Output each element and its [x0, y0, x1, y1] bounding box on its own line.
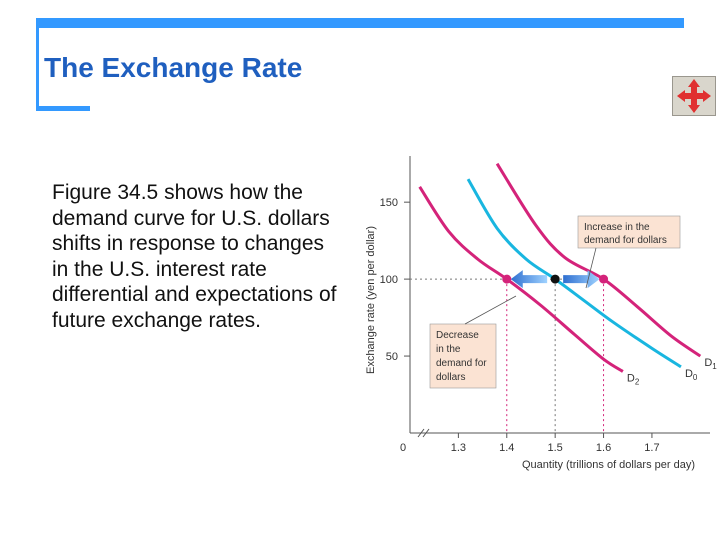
axis-break-mark: [417, 428, 430, 438]
x-tick-label: 1.5: [548, 442, 563, 454]
series-line-d2: [418, 185, 624, 373]
annotation-text-decrease: Decrease: [436, 330, 479, 341]
increase-shift-arrow: [563, 270, 600, 289]
demand-shift-chart: 50 100 150 0 1.3 1.4 1.5 1.6 1.7 D0 D1 D2 Increase i…: [340, 150, 720, 480]
series-label-d0: D0: [685, 368, 698, 382]
annotation-box-increase: [577, 215, 681, 249]
y-tick-label: 150: [380, 197, 398, 209]
title-accent-bar-top: [36, 18, 684, 28]
move-navigation-button[interactable]: [672, 76, 716, 116]
equilibrium-point-2: [599, 274, 609, 284]
y-tick-label: 100: [380, 274, 398, 286]
annotation-text-decrease: demand for: [436, 358, 487, 369]
annotation-text-decrease: dollars: [436, 372, 465, 383]
x-tick-label: 1.4: [499, 442, 514, 454]
slide-title: The Exchange Rate: [44, 52, 303, 83]
x-tick-label: 0: [400, 442, 406, 454]
x-axis-label: Quantity (trillions of dollars per day): [522, 459, 695, 471]
series-line-d0: [466, 178, 682, 369]
chart-svg: 50 100 150 0 1.3 1.4 1.5 1.6 1.7 D0 D1 D2 Increase i…: [365, 156, 717, 471]
y-axis-label: Exchange rate (yen per dollar): [365, 226, 377, 374]
annotation-text-increase: demand for dollars: [584, 235, 667, 246]
equilibrium-point-1: [550, 274, 560, 284]
annotation-text-decrease: in the: [436, 344, 461, 355]
title-accent-bar-left: [36, 18, 39, 110]
annotation-pointer-decrease: [464, 295, 517, 325]
x-tick-label: 1.3: [451, 442, 466, 454]
series-label-d1: D1: [704, 357, 717, 371]
x-tick-label: 1.7: [644, 442, 659, 454]
annotation-pointer-increase: [585, 247, 597, 289]
annotation-text-increase: Increase in the: [584, 222, 650, 233]
series-label-d2: D2: [627, 372, 640, 386]
y-tick-label: 50: [386, 351, 398, 363]
equilibrium-point-0: [502, 274, 512, 284]
title-accent-bar-bottom: [36, 106, 90, 111]
body-text: Figure 34.5 shows how the demand curve f…: [52, 181, 337, 332]
annotation-box-decrease: [429, 323, 497, 389]
x-tick-label: 1.6: [596, 442, 611, 454]
four-way-move-arrows-icon: [677, 79, 711, 113]
decrease-shift-arrow: [510, 270, 548, 289]
